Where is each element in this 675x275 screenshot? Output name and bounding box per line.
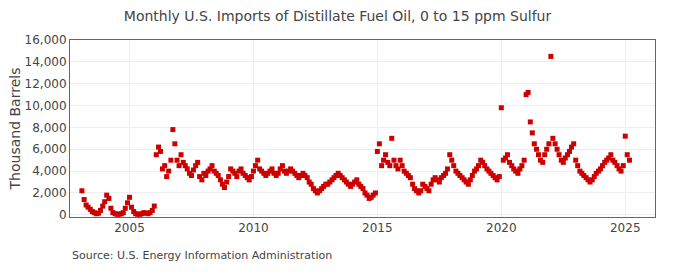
svg-text:4,000: 4,000: [32, 164, 66, 178]
svg-text:2005: 2005: [114, 221, 145, 235]
svg-text:16,000: 16,000: [25, 33, 67, 47]
svg-text:12,000: 12,000: [25, 77, 67, 91]
svg-text:2,000: 2,000: [32, 186, 66, 200]
svg-text:0: 0: [59, 208, 67, 222]
svg-text:6,000: 6,000: [32, 142, 66, 156]
svg-text:14,000: 14,000: [25, 55, 67, 69]
svg-text:2010: 2010: [238, 221, 269, 235]
svg-text:Source: U.S. Energy Informatio: Source: U.S. Energy Information Administ…: [72, 249, 332, 262]
svg-text:Monthly U.S. Imports of Distil: Monthly U.S. Imports of Distillate Fuel …: [124, 8, 552, 24]
svg-text:8,000: 8,000: [32, 121, 66, 135]
svg-text:10,000: 10,000: [25, 99, 67, 113]
svg-text:Thousand Barrels: Thousand Barrels: [7, 68, 23, 191]
svg-text:2015: 2015: [362, 221, 393, 235]
svg-text:2025: 2025: [610, 221, 641, 235]
svg-text:2020: 2020: [486, 221, 517, 235]
